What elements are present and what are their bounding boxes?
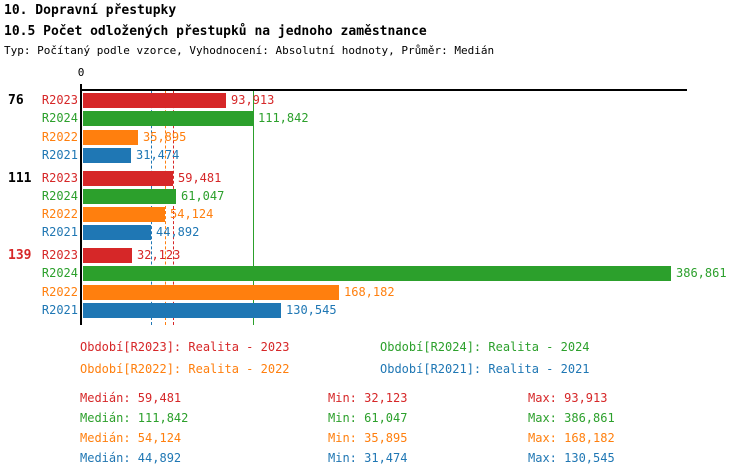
bar-r2024	[83, 266, 671, 281]
stat-median-r2023: Medián: 59,481	[80, 391, 182, 405]
bar-r2023	[83, 171, 173, 186]
bar-r2022	[83, 130, 138, 145]
bar-row-label-r2024: R2024	[41, 111, 78, 125]
bar-value-label: 111,842	[258, 111, 309, 125]
bar-value-label: 44,892	[156, 225, 200, 239]
bar-row-label-r2024: R2024	[41, 189, 78, 203]
stat-median-r2021: Medián: 44,892	[80, 451, 182, 465]
bar-r2021	[83, 303, 281, 318]
stat-min-r2021: Min: 31,474	[328, 451, 408, 465]
bar-r2023	[83, 93, 226, 108]
legend-item-r2021: Období[R2021]: Realita - 2021	[380, 362, 590, 376]
report-subtitle: 10.5 Počet odložených přestupků na jedno…	[4, 24, 427, 39]
x-axis-line	[80, 89, 687, 91]
stat-min-r2022: Min: 35,895	[328, 431, 408, 445]
group-label-139: 139	[8, 248, 32, 263]
bar-r2024	[83, 111, 253, 126]
stat-max-r2023: Max: 93,913	[528, 391, 608, 405]
report-title: 10. Dopravní přestupky	[4, 3, 177, 18]
stat-min-r2023: Min: 32,123	[328, 391, 408, 405]
stat-min-r2024: Min: 61,047	[328, 411, 408, 425]
bar-r2021	[83, 148, 131, 163]
legend-item-r2024: Období[R2024]: Realita - 2024	[380, 340, 590, 354]
bar-r2021	[83, 225, 151, 240]
group-label-76: 76	[8, 93, 24, 108]
bar-r2022	[83, 285, 339, 300]
median-line-r2023	[173, 90, 175, 325]
bar-row-label-r2023: R2023	[41, 248, 78, 262]
bar-value-label: 130,545	[286, 303, 337, 317]
bar-row-label-r2021: R2021	[41, 225, 78, 239]
bar-row-label-r2022: R2022	[41, 207, 78, 221]
y-axis-line	[80, 84, 82, 325]
bar-row-label-r2024: R2024	[41, 266, 78, 280]
median-line-r2024	[252, 90, 254, 325]
legend-item-r2023: Období[R2023]: Realita - 2023	[80, 340, 290, 354]
axis-origin-label: 0	[77, 66, 85, 79]
bar-r2022	[83, 207, 165, 222]
report-meta: Typ: Počítaný podle vzorce, Vyhodnocení:…	[4, 44, 495, 57]
bar-row-label-r2022: R2022	[41, 130, 78, 144]
stat-median-r2024: Medián: 111,842	[80, 411, 189, 425]
legend-item-r2022: Období[R2022]: Realita - 2022	[80, 362, 290, 376]
median-line-r2022	[165, 90, 167, 325]
bar-row-label-r2021: R2021	[41, 303, 78, 317]
stat-median-r2022: Medián: 54,124	[80, 431, 182, 445]
bar-value-label: 32,123	[137, 248, 181, 262]
bar-value-label: 61,047	[181, 189, 225, 203]
bar-value-label: 54,124	[170, 207, 214, 221]
bar-value-label: 31,474	[136, 148, 180, 162]
bar-row-label-r2022: R2022	[41, 285, 78, 299]
bar-row-label-r2023: R2023	[41, 171, 78, 185]
bar-value-label: 59,481	[178, 171, 222, 185]
group-label-111: 111	[8, 170, 32, 186]
bar-value-label: 168,182	[344, 285, 395, 299]
stat-max-r2024: Max: 386,861	[528, 411, 615, 425]
bar-value-label: 93,913	[231, 93, 275, 107]
bar-value-label: 35,895	[143, 130, 187, 144]
bar-row-label-r2023: R2023	[41, 93, 78, 107]
bar-r2023	[83, 248, 132, 263]
bar-r2024	[83, 189, 176, 204]
stat-max-r2022: Max: 168,182	[528, 431, 615, 445]
stat-max-r2021: Max: 130,545	[528, 451, 615, 465]
bar-value-label: 386,861	[676, 266, 727, 280]
bar-row-label-r2021: R2021	[41, 148, 78, 162]
